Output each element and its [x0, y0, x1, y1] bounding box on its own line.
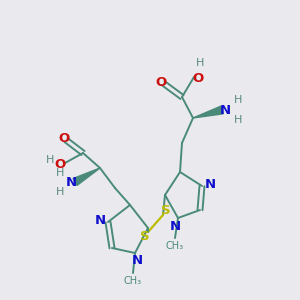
Text: N: N	[219, 104, 231, 118]
Text: CH₃: CH₃	[166, 241, 184, 251]
Text: N: N	[169, 220, 181, 232]
Text: O: O	[155, 76, 167, 88]
Polygon shape	[73, 168, 100, 185]
Text: H: H	[234, 115, 242, 125]
Text: N: N	[94, 214, 106, 226]
Text: O: O	[58, 133, 70, 146]
Text: H: H	[56, 187, 64, 197]
Text: H: H	[196, 58, 204, 68]
Text: S: S	[140, 230, 150, 244]
Text: N: N	[204, 178, 216, 190]
Text: O: O	[54, 158, 66, 172]
Text: O: O	[192, 73, 204, 85]
Text: H: H	[56, 168, 64, 178]
Text: N: N	[131, 254, 142, 268]
Text: S: S	[161, 203, 171, 217]
Text: CH₃: CH₃	[124, 276, 142, 286]
Text: H: H	[234, 95, 242, 105]
Polygon shape	[193, 106, 223, 118]
Text: H: H	[46, 155, 54, 165]
Text: N: N	[65, 176, 76, 190]
